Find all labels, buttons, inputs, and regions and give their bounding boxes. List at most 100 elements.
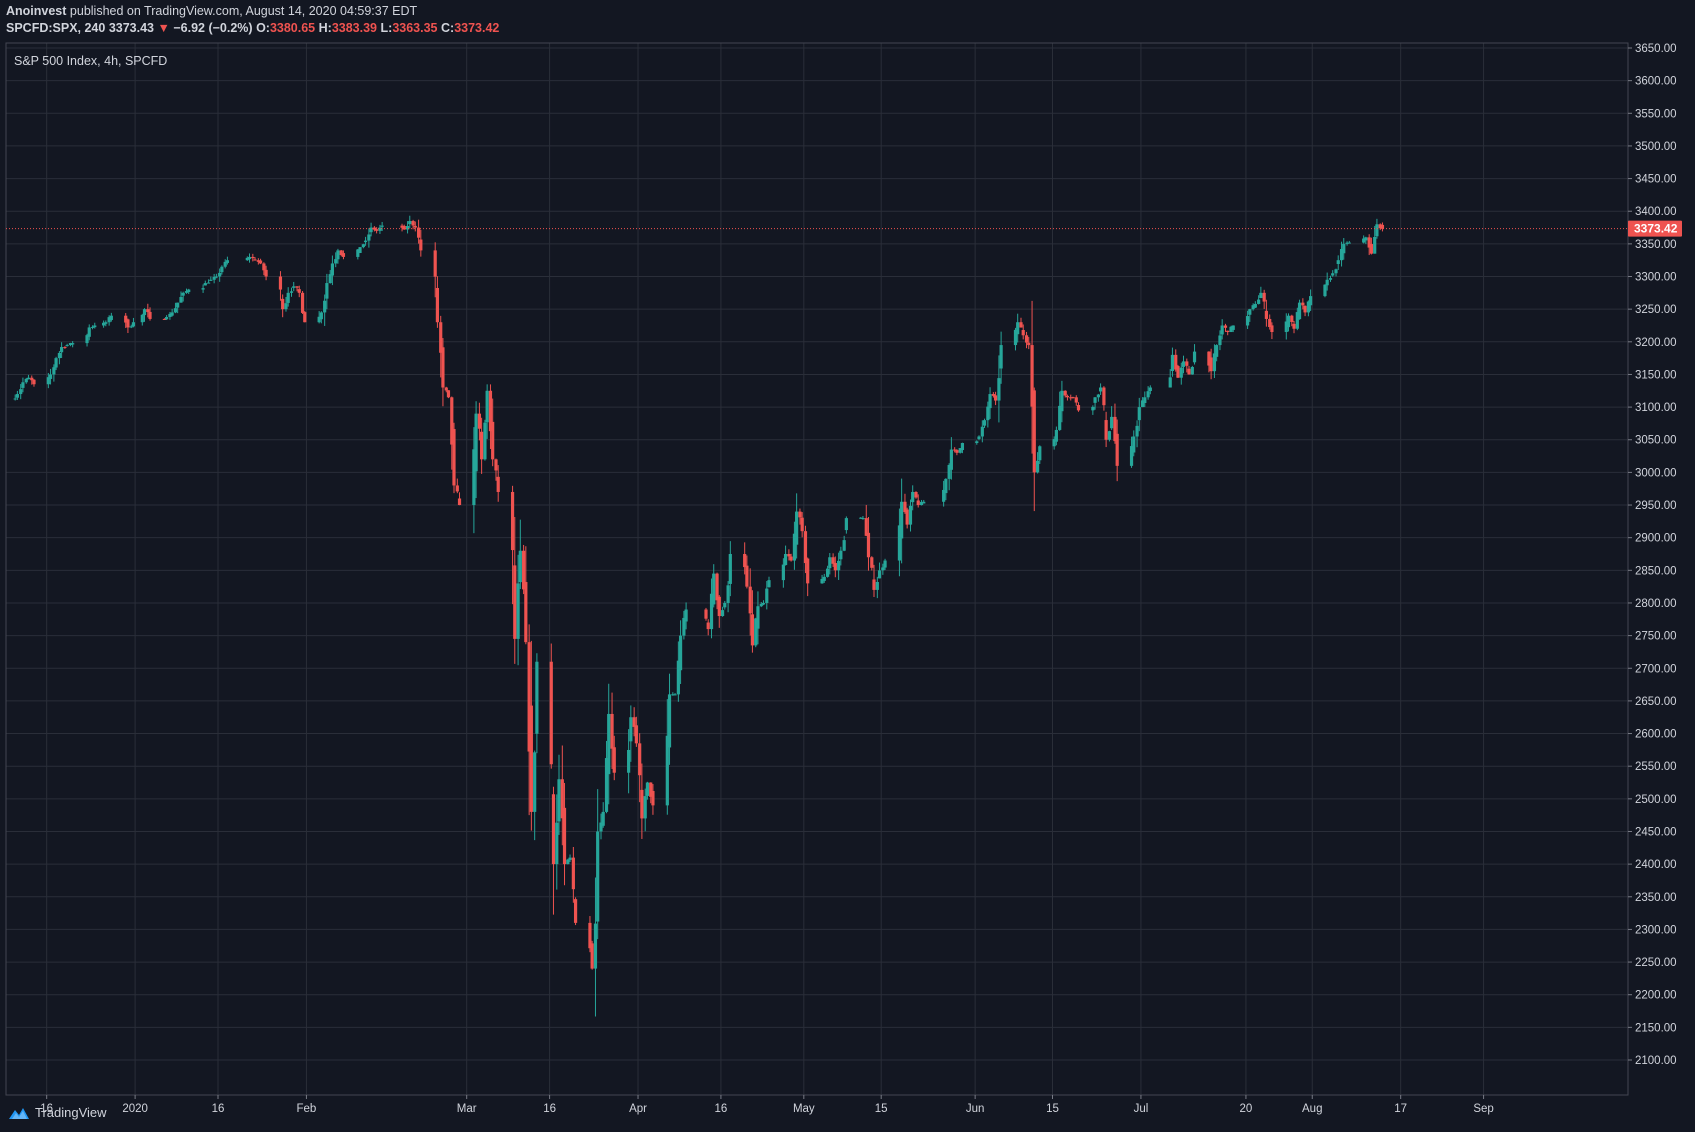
candle xyxy=(1181,355,1186,374)
candle xyxy=(170,308,174,317)
candle xyxy=(131,317,136,328)
candle xyxy=(1021,324,1025,340)
candle xyxy=(750,590,755,653)
candle-body xyxy=(339,250,343,256)
candle-body xyxy=(209,279,213,281)
candle xyxy=(607,683,611,805)
candle xyxy=(450,396,454,470)
candle-body xyxy=(48,374,53,379)
candle xyxy=(13,394,17,401)
candle-body xyxy=(861,518,865,520)
candle-body xyxy=(1190,366,1194,375)
candle-body xyxy=(632,717,636,727)
candle-body xyxy=(1058,405,1062,430)
x-tick-label: 15 xyxy=(875,1103,888,1115)
candle-body xyxy=(1215,345,1219,357)
low-value: 3363.35 xyxy=(392,21,438,35)
candle-body xyxy=(750,614,755,646)
candle-body xyxy=(754,618,758,646)
candle-body xyxy=(15,394,19,398)
candle xyxy=(684,602,688,630)
candle xyxy=(571,846,575,903)
candle-body xyxy=(1074,397,1078,403)
candle-body xyxy=(303,312,307,323)
candle xyxy=(411,219,415,230)
candle-body xyxy=(864,518,868,536)
candle xyxy=(649,782,653,804)
candle xyxy=(1038,445,1042,465)
candle xyxy=(560,745,564,846)
time-axis[interactable]: 16 2020 16 Feb Mar 16 Apr 16 May 15 Jun 15 Jul 20 Aug 1… xyxy=(40,1095,1494,1115)
candle-body xyxy=(828,557,832,569)
candle-body xyxy=(527,642,531,752)
candle xyxy=(369,222,373,237)
candle xyxy=(1367,234,1371,256)
candle-body xyxy=(549,661,553,765)
candle xyxy=(1212,344,1217,379)
close-value: 3373.42 xyxy=(454,21,500,35)
price-axis[interactable]: 3650.00 3600.00 3550.00 3500.00 3450.00 3400.… xyxy=(1628,43,1677,1067)
candle-body xyxy=(919,501,924,506)
candle xyxy=(372,226,377,232)
tradingview-brand[interactable]: TradingView xyxy=(8,1105,107,1120)
candle-body xyxy=(1135,425,1139,437)
chart-frame xyxy=(5,42,1629,1096)
candle-body xyxy=(726,585,730,603)
candle xyxy=(93,322,97,329)
candle xyxy=(1290,314,1294,327)
candle-body xyxy=(806,558,810,584)
candle-body xyxy=(488,390,493,432)
candle xyxy=(535,653,539,754)
candle xyxy=(124,313,128,328)
author-name[interactable]: Anoinvest xyxy=(6,4,67,18)
candle-body xyxy=(1336,260,1340,264)
candle xyxy=(48,368,53,385)
candle xyxy=(1229,325,1233,333)
candle-body xyxy=(483,422,487,460)
candle xyxy=(634,716,638,747)
high-label: H: xyxy=(318,21,332,35)
candle xyxy=(1135,420,1139,448)
candle-body xyxy=(798,511,802,518)
candle xyxy=(573,897,578,926)
candle-body xyxy=(444,387,448,391)
candle-body xyxy=(325,283,329,299)
candle-body xyxy=(510,491,515,551)
candle xyxy=(839,546,843,566)
candle xyxy=(375,227,379,234)
candle xyxy=(754,617,758,648)
candle xyxy=(380,221,384,232)
candle-body xyxy=(607,713,611,775)
candle-body xyxy=(844,518,848,531)
candle-body xyxy=(341,253,346,257)
candle xyxy=(671,692,675,696)
candle-body xyxy=(1212,353,1217,372)
candle xyxy=(877,562,882,579)
candle-body xyxy=(419,239,423,251)
candle xyxy=(883,558,887,571)
candle-body xyxy=(170,312,174,316)
candle xyxy=(109,312,113,322)
candle-body xyxy=(214,276,218,278)
candle xyxy=(184,288,189,294)
candle xyxy=(1218,330,1222,351)
price-change: −6.92 (−0.2%) xyxy=(173,21,253,35)
candle xyxy=(1063,390,1067,398)
candle xyxy=(1148,385,1152,395)
candle-body xyxy=(1301,302,1305,306)
candle xyxy=(71,341,75,348)
candle xyxy=(743,542,747,575)
candle-body xyxy=(203,283,207,286)
candle-body xyxy=(883,560,887,568)
candle xyxy=(286,287,290,307)
candle-body xyxy=(709,593,714,630)
candle xyxy=(1192,344,1197,365)
candle-body xyxy=(977,436,981,440)
candle xyxy=(225,256,230,265)
candle-body xyxy=(1248,309,1252,315)
candle xyxy=(1215,344,1219,362)
candle-body xyxy=(601,811,605,826)
candle-body xyxy=(380,225,384,227)
candle xyxy=(958,448,962,454)
